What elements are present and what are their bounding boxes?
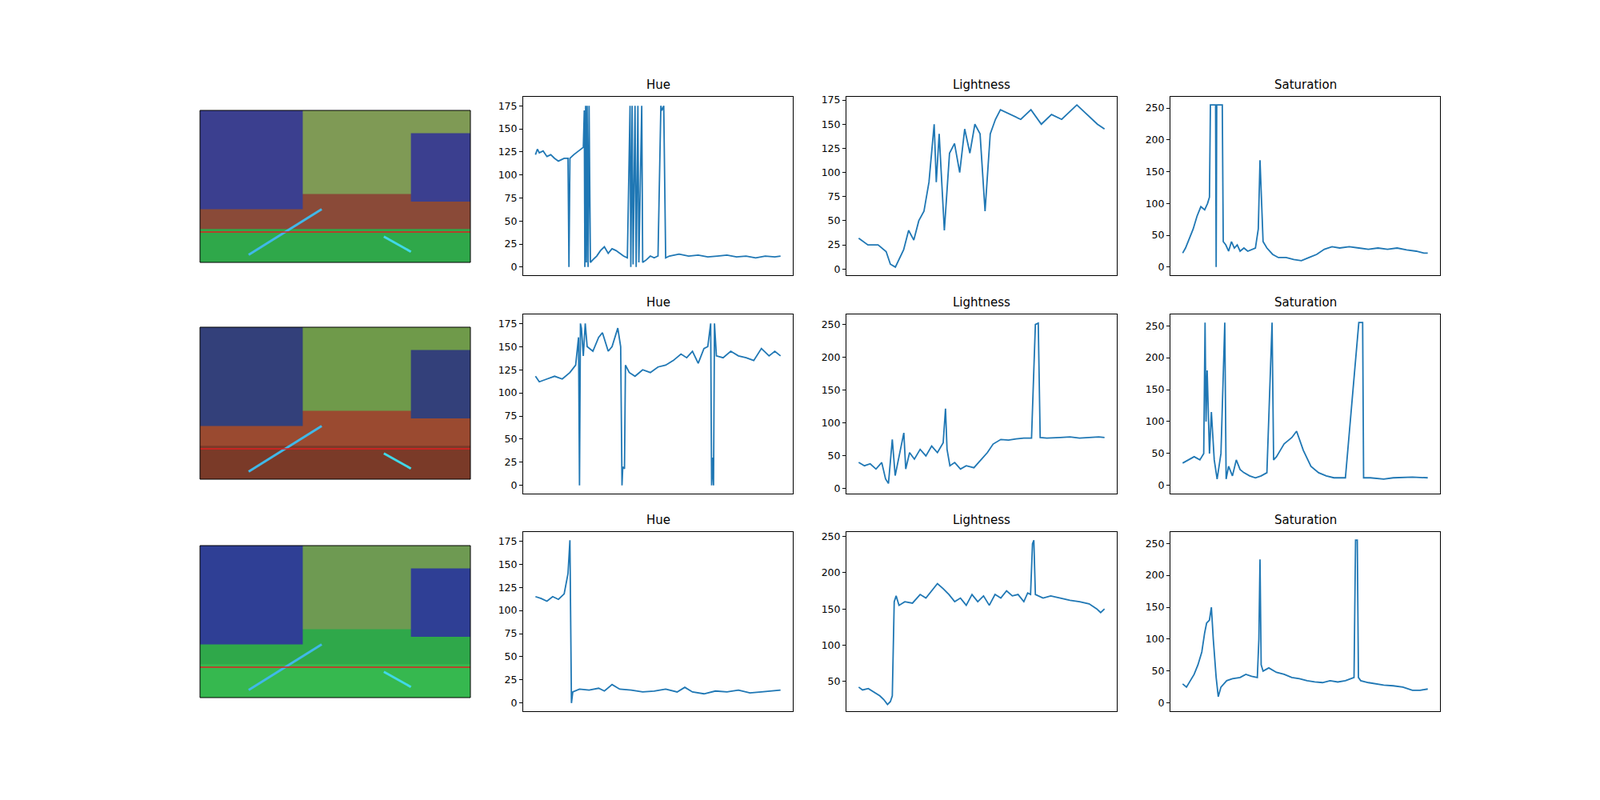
svg-text:25: 25 [504, 237, 518, 250]
svg-text:25: 25 [828, 238, 841, 251]
svg-text:75: 75 [504, 409, 518, 422]
svg-text:150: 150 [1145, 165, 1165, 178]
svg-text:100: 100 [498, 386, 518, 399]
svg-text:50: 50 [1152, 228, 1165, 241]
svg-text:Lightness: Lightness [952, 77, 1011, 92]
svg-text:175: 175 [498, 100, 518, 112]
svg-text:25: 25 [504, 456, 518, 468]
svg-text:50: 50 [828, 675, 841, 688]
svg-text:75: 75 [504, 627, 518, 640]
svg-text:50: 50 [828, 449, 841, 462]
svg-text:150: 150 [498, 122, 518, 135]
svg-text:150: 150 [1145, 383, 1165, 396]
svg-text:Saturation: Saturation [1274, 512, 1337, 528]
svg-text:Hue: Hue [646, 295, 671, 310]
svg-text:50: 50 [1152, 447, 1165, 460]
svg-text:50: 50 [828, 214, 841, 227]
svg-text:Hue: Hue [646, 512, 671, 528]
svg-text:175: 175 [498, 317, 518, 330]
svg-text:Saturation: Saturation [1274, 295, 1337, 310]
svg-text:50: 50 [504, 650, 518, 663]
svg-text:75: 75 [828, 190, 841, 203]
svg-text:0: 0 [1158, 479, 1165, 492]
svg-text:125: 125 [498, 581, 518, 594]
svg-text:100: 100 [498, 168, 518, 181]
svg-text:50: 50 [1152, 664, 1165, 677]
svg-text:250: 250 [1145, 320, 1165, 332]
svg-text:250: 250 [821, 530, 841, 543]
svg-text:200: 200 [1145, 351, 1165, 364]
svg-text:0: 0 [834, 263, 841, 276]
svg-text:150: 150 [821, 603, 841, 616]
svg-text:125: 125 [498, 364, 518, 376]
svg-text:250: 250 [821, 318, 841, 331]
svg-text:Lightness: Lightness [952, 512, 1011, 528]
svg-text:250: 250 [1145, 101, 1165, 114]
svg-text:150: 150 [821, 384, 841, 396]
svg-text:0: 0 [511, 260, 518, 273]
svg-text:125: 125 [498, 145, 518, 158]
svg-text:150: 150 [1145, 600, 1165, 613]
svg-text:150: 150 [498, 340, 518, 353]
svg-text:150: 150 [498, 558, 518, 571]
svg-text:75: 75 [504, 192, 518, 204]
svg-text:0: 0 [1158, 696, 1165, 709]
svg-text:175: 175 [498, 535, 518, 548]
svg-text:100: 100 [821, 416, 841, 429]
svg-text:0: 0 [1158, 260, 1165, 273]
svg-text:200: 200 [1145, 133, 1165, 146]
svg-text:150: 150 [821, 118, 841, 131]
svg-text:200: 200 [1145, 568, 1165, 581]
svg-text:50: 50 [504, 432, 518, 445]
svg-text:175: 175 [821, 93, 841, 106]
svg-text:Hue: Hue [646, 77, 671, 92]
svg-text:50: 50 [504, 215, 518, 228]
svg-text:100: 100 [498, 604, 518, 616]
svg-text:100: 100 [1145, 415, 1165, 428]
svg-text:25: 25 [504, 673, 518, 686]
svg-text:100: 100 [1145, 197, 1165, 210]
svg-text:0: 0 [511, 479, 518, 492]
svg-text:200: 200 [821, 351, 841, 364]
svg-text:125: 125 [821, 142, 841, 155]
svg-text:100: 100 [821, 639, 841, 652]
svg-text:0: 0 [834, 482, 841, 495]
svg-text:0: 0 [511, 696, 518, 709]
svg-text:100: 100 [1145, 632, 1165, 645]
svg-text:Lightness: Lightness [952, 295, 1011, 310]
svg-text:Saturation: Saturation [1274, 77, 1337, 92]
svg-text:200: 200 [821, 566, 841, 579]
svg-text:250: 250 [1145, 537, 1165, 550]
svg-text:100: 100 [821, 166, 841, 179]
